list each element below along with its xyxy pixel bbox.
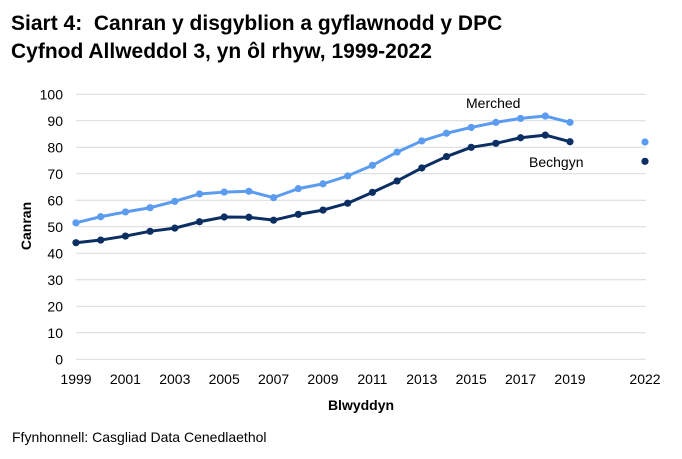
x-axis-title: Blwyddyn (328, 397, 394, 413)
y-tick-label: 50 (47, 219, 63, 235)
data-point-bechgyn (195, 218, 204, 226)
data-point-bechgyn (220, 213, 228, 221)
label-merched: Merched (466, 95, 520, 111)
data-point-bechgyn (467, 143, 475, 151)
y-tick-label: 30 (47, 272, 63, 288)
data-point-merched (195, 190, 204, 198)
data-point-merched (146, 204, 154, 212)
y-tick-label: 80 (47, 139, 63, 155)
data-point-bechgyn (442, 152, 451, 161)
data-point-merched (492, 118, 500, 126)
data-point-merched (220, 188, 228, 196)
y-tick-label: 100 (40, 86, 64, 102)
data-point-merched (97, 213, 105, 221)
data-series (72, 112, 649, 247)
x-tick-label: 1999 (60, 371, 91, 387)
y-axis-title: Canran (18, 202, 34, 250)
y-tick-label: 20 (47, 298, 63, 314)
data-point-bechgyn (418, 164, 426, 172)
data-point-merched (72, 219, 80, 227)
y-tick-label: 0 (55, 351, 63, 367)
data-point-bechgyn (245, 213, 253, 221)
data-point-merched (467, 123, 475, 132)
y-tick-label: 70 (47, 166, 63, 182)
data-point-bechgyn (368, 188, 376, 196)
y-tick-label: 60 (47, 192, 63, 208)
data-point-merched (393, 148, 401, 156)
data-point-bechgyn (393, 177, 401, 185)
data-point-merched (442, 129, 451, 137)
y-tick-label: 40 (47, 245, 63, 261)
x-tick-label: 2019 (554, 371, 585, 387)
data-point-bechgyn (97, 236, 105, 244)
chart-title: Siart 4: Canran y disgyblion a gyflawnod… (11, 10, 502, 66)
y-axis-ticks: 0 10 20 30 40 50 60 70 80 90 100 (40, 86, 64, 367)
x-tick-label: 2022 (629, 371, 660, 387)
x-tick-label: 2007 (258, 371, 289, 387)
data-point-merched (270, 194, 278, 202)
x-tick-label: 2005 (209, 371, 240, 387)
data-point-bechgyn (517, 134, 525, 142)
y-tick-label: 10 (47, 325, 63, 341)
data-point-bechgyn (72, 239, 80, 247)
data-point-merched (541, 112, 549, 120)
data-point-merched (344, 172, 352, 180)
data-point-merched (121, 208, 129, 216)
data-point-bechgyn (541, 131, 549, 139)
x-tick-label: 2011 (357, 371, 387, 387)
data-point-bechgyn (641, 157, 649, 165)
x-tick-label: 2015 (456, 371, 487, 387)
data-point-bechgyn (319, 206, 327, 214)
x-tick-label: 2013 (406, 371, 437, 387)
x-tick-label: 2017 (505, 371, 536, 387)
label-bechgyn: Bechgyn (529, 154, 583, 170)
title-line-1: Siart 4: Canran y disgyblion a gyflawnod… (11, 12, 503, 35)
data-point-bechgyn (171, 224, 179, 232)
x-tick-label: 2009 (307, 371, 338, 387)
source-footer: Ffynhonnell: Casgliad Data Cenedlaethol (12, 429, 267, 445)
data-point-merched (418, 137, 426, 145)
data-point-merched (245, 187, 253, 195)
x-axis-ticks: 1999 2001 2003 2005 2007 2009 2011 2013 2015 2017… (60, 371, 660, 387)
gridlines (76, 93, 646, 360)
data-point-bechgyn (492, 139, 500, 147)
data-point-bechgyn (146, 227, 154, 235)
title-line-2: Cyfnod Allweddol 3, yn ôl rhyw, 1999-202… (11, 40, 432, 63)
data-point-merched (641, 138, 649, 146)
x-tick-label: 2001 (110, 371, 141, 387)
data-point-merched (171, 197, 179, 205)
data-point-bechgyn (121, 232, 129, 240)
data-point-bechgyn (566, 138, 574, 146)
data-point-merched (517, 114, 525, 123)
data-point-bechgyn (294, 210, 302, 218)
data-point-bechgyn (344, 199, 352, 207)
data-point-merched (319, 180, 327, 188)
data-point-bechgyn (270, 216, 278, 224)
data-point-merched (566, 118, 574, 126)
data-point-merched (294, 185, 302, 193)
y-tick-label: 90 (47, 113, 63, 129)
x-tick-label: 2003 (159, 371, 190, 387)
data-point-merched (368, 161, 376, 169)
